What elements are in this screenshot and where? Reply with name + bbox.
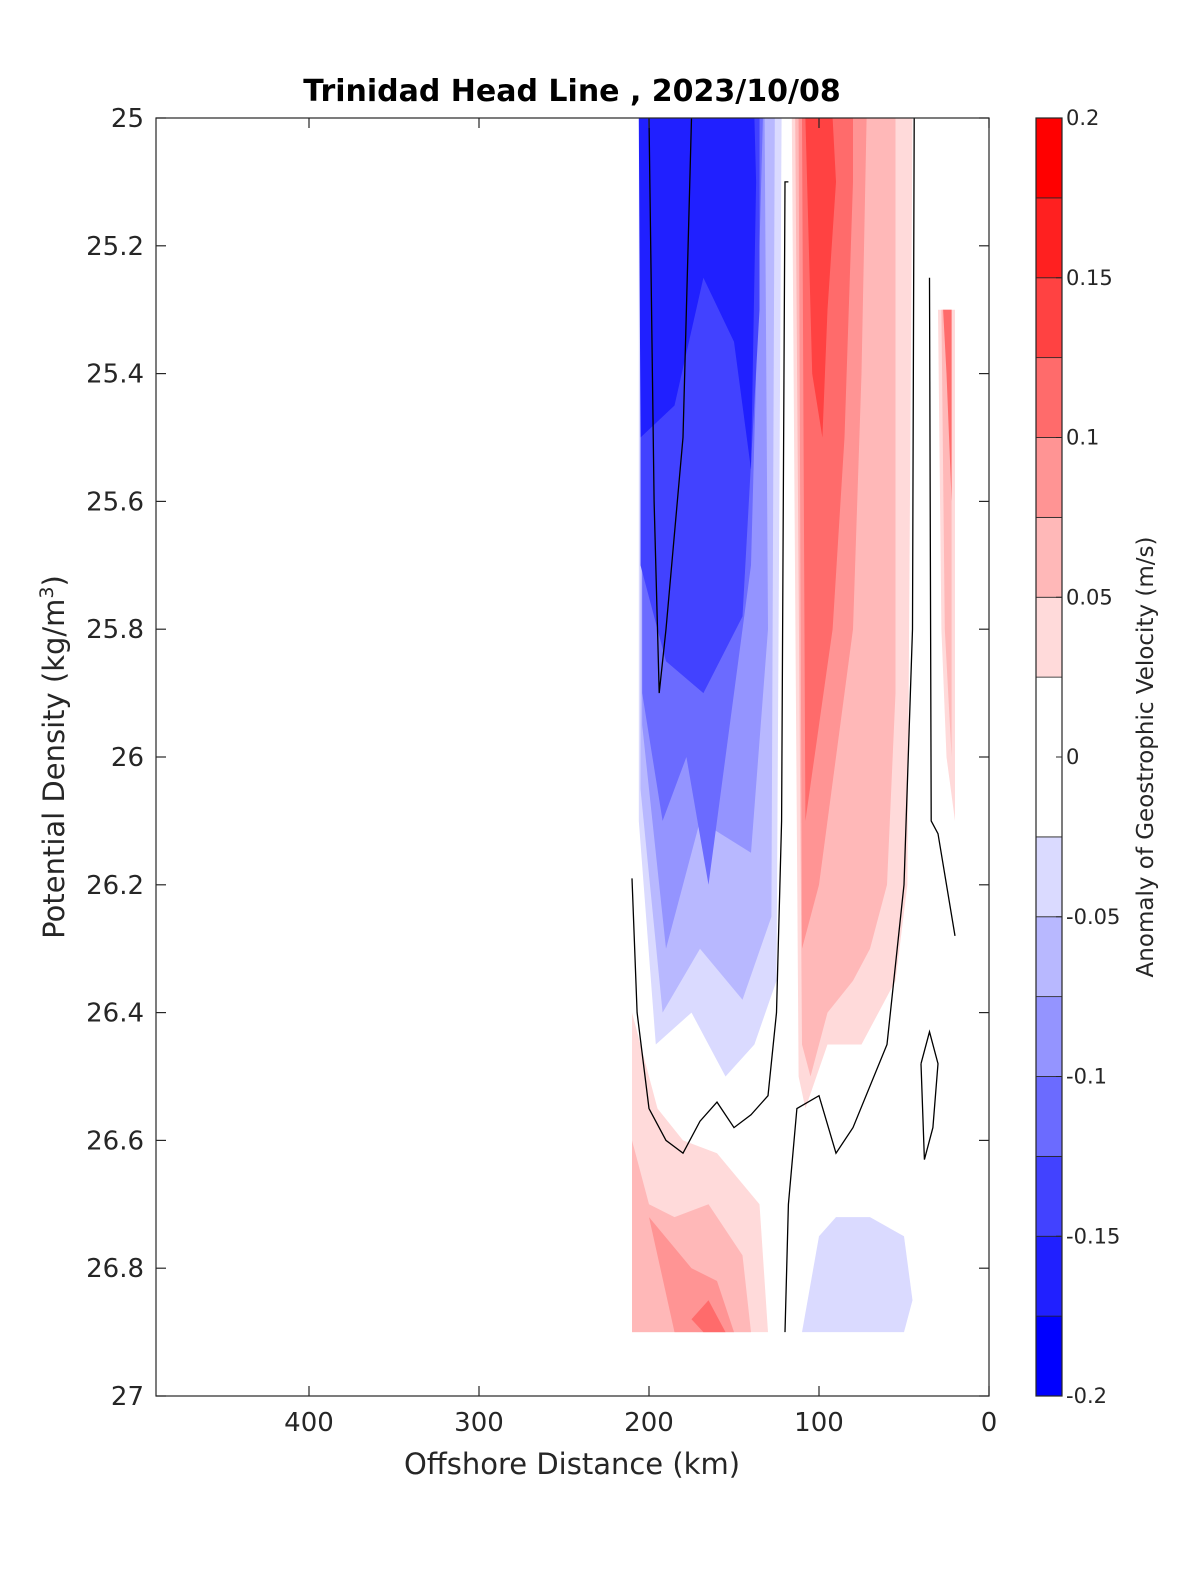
y-axis-label-superscript: 3	[36, 586, 58, 598]
y-tick-label-5: 26	[111, 743, 144, 773]
colorbar-tick-label-6: 0.1	[1066, 426, 1099, 450]
colorbar-tick-label-2: -0.1	[1066, 1065, 1107, 1089]
x-tick-label-2: 200	[624, 1408, 674, 1438]
colorbar-swatch-5	[1035, 916, 1063, 998]
colorbar: -0.2 -0.15 -0.1 -0.05 0 0.05 0.1 0.15 0.2	[1035, 106, 1120, 1408]
contour-line-4	[920, 1029, 939, 1160]
contour-line-2	[784, 117, 915, 1333]
contour-fill-regions	[632, 118, 955, 1333]
colorbar-swatch-13	[1035, 197, 1063, 279]
colorbar-swatch-6	[1035, 836, 1063, 918]
x-tick-label-1: 300	[454, 1408, 504, 1438]
x-tick-label-3: 100	[794, 1408, 844, 1438]
y-tick-label-7: 26.4	[86, 999, 144, 1029]
colorbar-swatch-3	[1035, 1076, 1063, 1157]
colorbar-tick-label-7: 0.15	[1066, 266, 1113, 290]
colorbar-tick-label-0: -0.2	[1066, 1384, 1107, 1408]
y-tick-label-8: 26.6	[86, 1126, 144, 1156]
y-axis-label-main: Potential Density (kg/m	[37, 599, 71, 939]
colorbar-swatch-0	[1035, 1315, 1063, 1397]
plot-area: 400 300 200 100 0 25 25.2 25.4 25.6 25.8 26 26.2 26…	[86, 104, 997, 1438]
colorbar-ticks: -0.2 -0.15 -0.1 -0.05 0 0.05 0.1 0.15 0.2	[1056, 106, 1120, 1408]
fill-region-18	[805, 118, 836, 438]
colorbar-tick-label-4: 0	[1066, 745, 1079, 769]
zero-contour-lines	[631, 117, 956, 1333]
y-tick-label-1: 25.2	[86, 232, 144, 262]
colorbar-tick-label-1: -0.15	[1066, 1224, 1120, 1248]
colorbar-swatch-11	[1035, 357, 1063, 438]
colorbar-swatch-9	[1035, 516, 1063, 598]
y-axis-label: Potential Density (kg/m3)	[36, 575, 71, 939]
y-axis-label-close: )	[37, 575, 71, 586]
y-axis-ticks: 25 25.2 25.4 25.6 25.8 26 26.2 26.4 26.6 26.8 27	[86, 104, 989, 1412]
y-tick-label-9: 26.8	[86, 1254, 144, 1284]
fill-region-21	[943, 309, 952, 502]
fill-region-11	[632, 1140, 751, 1333]
fill-region-9	[802, 1217, 913, 1333]
colorbar-swatch-14	[1035, 117, 1063, 199]
chart-title: Trinidad Head Line , 2023/10/08	[303, 74, 840, 109]
fill-region-13	[691, 1300, 726, 1333]
contour-line-0	[648, 117, 693, 694]
colorbar-swatch-1	[1035, 1235, 1063, 1317]
colorbar-tick-label-5: 0.05	[1066, 585, 1113, 609]
y-tick-label-0: 25	[111, 104, 144, 134]
x-tick-label-0: 400	[284, 1408, 334, 1438]
y-tick-label-4: 25.8	[86, 615, 144, 645]
y-tick-label-6: 26.2	[86, 871, 144, 901]
y-tick-label-3: 25.6	[86, 487, 144, 517]
y-tick-label-10: 27	[111, 1382, 144, 1412]
colorbar-tick-label-8: 0.2	[1066, 106, 1099, 130]
colorbar-swatch-10	[1035, 437, 1063, 518]
contour-line-1	[631, 181, 789, 1155]
colorbar-swatch-8	[1035, 596, 1063, 678]
x-axis-label: Offshore Distance (km)	[404, 1447, 740, 1481]
x-axis-ticks: 400 300 200 100 0	[284, 118, 997, 1438]
colorbar-swatch-12	[1035, 277, 1063, 359]
colorbar-tick-label-3: -0.05	[1066, 905, 1120, 929]
colorbar-swatch-4	[1035, 996, 1063, 1077]
contour-line-3	[928, 277, 956, 937]
fill-region-7	[632, 118, 757, 470]
colorbar-swatch-2	[1035, 1155, 1063, 1237]
colorbar-label: Anomaly of Geostrophic Velocity (m/s)	[1133, 537, 1159, 978]
y-tick-label-2: 25.4	[86, 360, 144, 390]
fill-region-12	[649, 1217, 734, 1333]
x-tick-label-4: 0	[981, 1408, 998, 1438]
